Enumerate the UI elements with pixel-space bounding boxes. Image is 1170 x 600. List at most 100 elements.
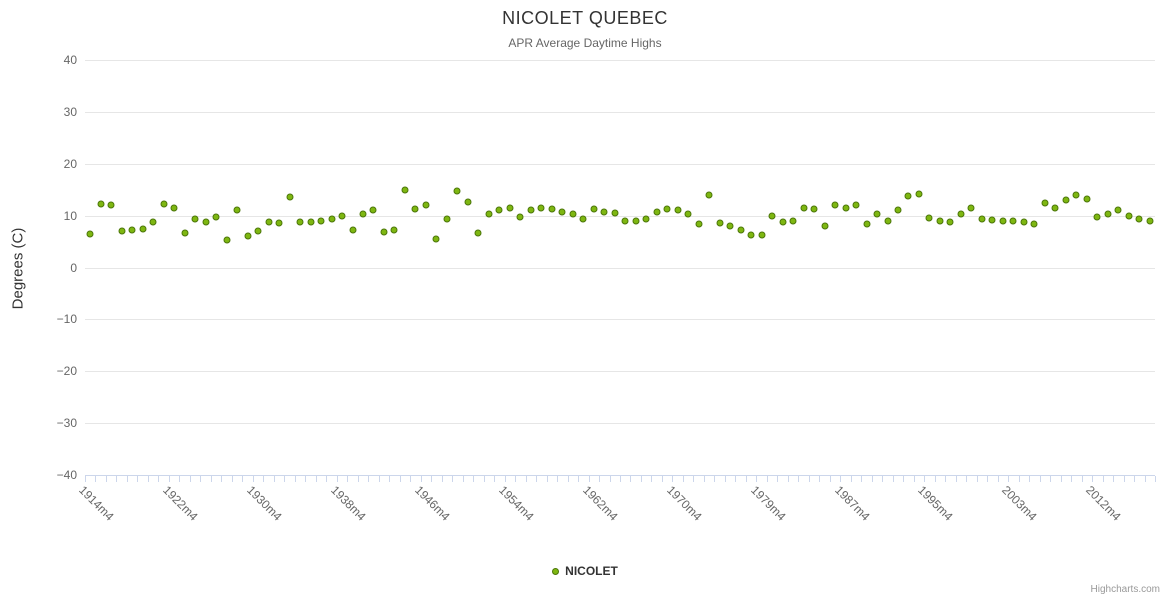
data-point[interactable]	[1093, 213, 1101, 221]
data-point[interactable]	[663, 205, 671, 213]
legend[interactable]: NICOLET	[0, 564, 1170, 578]
data-point[interactable]	[443, 215, 451, 223]
data-point[interactable]	[537, 204, 545, 212]
data-point[interactable]	[642, 215, 650, 223]
data-point[interactable]	[170, 204, 178, 212]
data-point[interactable]	[432, 235, 440, 243]
data-point[interactable]	[1114, 206, 1122, 214]
data-point[interactable]	[97, 200, 105, 208]
data-point[interactable]	[842, 204, 850, 212]
data-point[interactable]	[474, 229, 482, 237]
data-point[interactable]	[265, 218, 273, 226]
data-point[interactable]	[149, 218, 157, 226]
data-point[interactable]	[946, 218, 954, 226]
data-point[interactable]	[453, 187, 461, 195]
data-point[interactable]	[286, 193, 294, 201]
data-point[interactable]	[1020, 218, 1028, 226]
data-point[interactable]	[1135, 215, 1143, 223]
data-point[interactable]	[967, 204, 975, 212]
data-point[interactable]	[758, 231, 766, 239]
data-point[interactable]	[1072, 191, 1080, 199]
data-point[interactable]	[107, 201, 115, 209]
data-point[interactable]	[821, 222, 829, 230]
data-point[interactable]	[726, 222, 734, 230]
data-point[interactable]	[1146, 217, 1154, 225]
data-point[interactable]	[852, 201, 860, 209]
data-point[interactable]	[139, 225, 147, 233]
data-point[interactable]	[925, 214, 933, 222]
data-point[interactable]	[244, 232, 252, 240]
data-point[interactable]	[747, 231, 755, 239]
data-point[interactable]	[296, 218, 304, 226]
data-point[interactable]	[695, 220, 703, 228]
data-point[interactable]	[1104, 210, 1112, 218]
data-point[interactable]	[737, 226, 745, 234]
data-point[interactable]	[611, 209, 619, 217]
data-point[interactable]	[1083, 195, 1091, 202]
data-point[interactable]	[202, 218, 210, 226]
data-point[interactable]	[369, 206, 377, 214]
data-point[interactable]	[716, 219, 724, 227]
data-point[interactable]	[191, 215, 199, 223]
data-point[interactable]	[411, 205, 419, 213]
data-point[interactable]	[800, 204, 808, 212]
data-point[interactable]	[464, 198, 472, 206]
data-point[interactable]	[590, 205, 598, 213]
data-point[interactable]	[674, 206, 682, 214]
data-point[interactable]	[527, 206, 535, 214]
data-point[interactable]	[422, 201, 430, 209]
data-point[interactable]	[317, 217, 325, 225]
highcharts-credits-link[interactable]: Highcharts.com	[1090, 584, 1160, 595]
data-point[interactable]	[978, 215, 986, 223]
data-point[interactable]	[873, 210, 881, 218]
data-point[interactable]	[506, 204, 514, 212]
data-point[interactable]	[1051, 204, 1059, 212]
data-point[interactable]	[1062, 196, 1070, 204]
data-point[interactable]	[831, 201, 839, 209]
data-point[interactable]	[810, 205, 818, 213]
data-point[interactable]	[390, 226, 398, 234]
data-point[interactable]	[600, 208, 608, 216]
data-point[interactable]	[233, 206, 241, 214]
data-point[interactable]	[1041, 199, 1049, 207]
data-point[interactable]	[768, 212, 776, 220]
data-point[interactable]	[779, 218, 787, 226]
data-point[interactable]	[380, 228, 388, 236]
data-point[interactable]	[160, 200, 168, 208]
data-point[interactable]	[359, 210, 367, 218]
data-point[interactable]	[569, 210, 577, 218]
data-point[interactable]	[988, 216, 996, 224]
data-point[interactable]	[904, 192, 912, 200]
data-point[interactable]	[863, 220, 871, 228]
data-point[interactable]	[1009, 217, 1017, 225]
data-point[interactable]	[789, 217, 797, 225]
data-point[interactable]	[212, 213, 220, 221]
data-point[interactable]	[1125, 212, 1133, 220]
data-point[interactable]	[579, 215, 587, 223]
data-point[interactable]	[307, 218, 315, 226]
data-point[interactable]	[401, 186, 409, 194]
data-point[interactable]	[1030, 220, 1038, 228]
data-point[interactable]	[621, 217, 629, 225]
data-point[interactable]	[548, 205, 556, 213]
data-point[interactable]	[495, 206, 503, 214]
data-point[interactable]	[999, 217, 1007, 225]
data-point[interactable]	[128, 226, 136, 234]
data-point[interactable]	[894, 206, 902, 214]
data-point[interactable]	[338, 212, 346, 220]
data-point[interactable]	[558, 208, 566, 216]
data-point[interactable]	[349, 226, 356, 234]
data-point[interactable]	[516, 213, 524, 221]
data-point[interactable]	[915, 190, 923, 198]
data-point[interactable]	[653, 208, 661, 216]
data-point[interactable]	[705, 191, 713, 199]
data-point[interactable]	[223, 236, 231, 244]
data-point[interactable]	[118, 227, 126, 235]
data-point[interactable]	[181, 229, 189, 237]
data-point[interactable]	[884, 217, 891, 225]
data-point[interactable]	[957, 210, 965, 218]
data-point[interactable]	[254, 227, 262, 235]
data-point[interactable]	[328, 215, 336, 223]
data-point[interactable]	[485, 210, 493, 218]
data-point[interactable]	[632, 217, 640, 225]
